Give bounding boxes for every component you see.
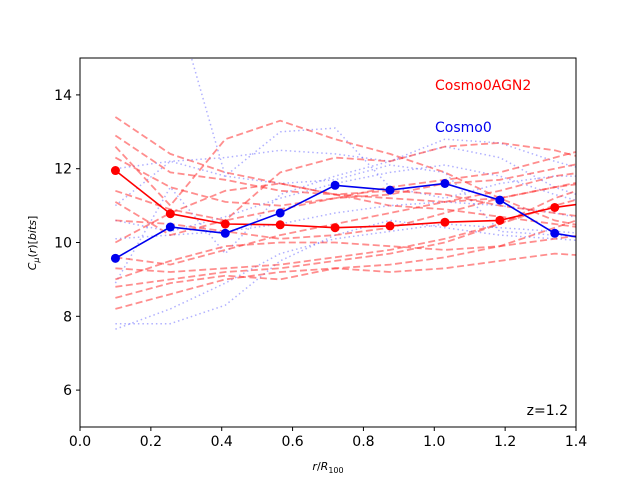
background-red-dashed-line	[114, 150, 576, 207]
main-series	[114, 169, 576, 260]
data-point-cosmo0agn2	[330, 223, 340, 233]
data-point-cosmo0agn2	[440, 217, 450, 227]
background-red-dashed-line	[114, 119, 576, 226]
x-tick-label: 0.8	[352, 434, 374, 450]
redshift-annotation: z=1.2	[527, 403, 568, 419]
background-red-dashed-line	[115, 252, 576, 310]
data-point-cosmo0agn2	[110, 166, 120, 176]
legend-label-cosmo0agn2: Cosmo0AGN2	[435, 78, 531, 94]
data-point-cosmo0agn2	[275, 220, 285, 230]
data-point-cosmo0	[385, 185, 395, 195]
background-blue-dotted-line	[115, 223, 576, 330]
data-point-cosmo0	[275, 208, 285, 218]
background-red-dashed-line	[115, 219, 576, 299]
background-red-dashed-line	[114, 134, 576, 203]
series-markers	[110, 166, 560, 263]
data-point-cosmo0	[165, 222, 175, 232]
y-tick-label: 8	[63, 309, 72, 325]
x-axis-label: r/R100	[312, 460, 343, 475]
x-tick-label: 1.2	[494, 434, 516, 450]
data-point-cosmo0	[220, 228, 230, 238]
x-tick-label: 0.4	[211, 434, 233, 450]
background-red-dashed-line	[115, 235, 576, 281]
background-red-dashed-line	[115, 163, 576, 222]
y-tick-label: 14	[54, 88, 72, 104]
background-red-dashed-line	[115, 190, 576, 273]
background-red-dashed-line	[115, 172, 576, 266]
background-blue-dotted-line	[114, 127, 576, 207]
y-axis: 6 8 10 12 14	[54, 88, 80, 399]
data-point-cosmo0	[330, 180, 340, 190]
y-axis-label: Cμ(r)[bits]	[26, 216, 41, 271]
data-point-cosmo0agn2	[550, 202, 560, 212]
data-point-cosmo0	[110, 253, 120, 263]
x-tick-label: 1.4	[565, 434, 587, 450]
x-tick-label: 1.0	[423, 434, 445, 450]
background-red-dashed-line	[114, 141, 576, 237]
data-point-cosmo0agn2	[495, 215, 505, 225]
data-point-cosmo0	[495, 195, 505, 205]
x-tick-label: 0.6	[281, 434, 303, 450]
x-tick-label: 0.2	[140, 434, 162, 450]
y-tick-label: 10	[54, 236, 72, 252]
series-line-cosmo0agn2	[114, 169, 576, 229]
data-point-cosmo0	[440, 178, 450, 188]
background-blue-dotted-line	[114, 138, 576, 284]
legend-label-cosmo0: Cosmo0	[435, 120, 492, 136]
x-axis: 0.0 0.2 0.4 0.6 0.8 1.0 1.2 1.4	[69, 427, 587, 450]
background-lines	[114, 58, 576, 330]
y-tick-label: 12	[54, 162, 72, 178]
series-line-cosmo0	[115, 182, 576, 260]
data-point-cosmo0agn2	[165, 209, 175, 219]
data-point-cosmo0	[550, 228, 560, 238]
data-point-cosmo0agn2	[220, 219, 230, 229]
background-blue-dotted-line	[115, 164, 576, 233]
x-tick-label: 0.0	[69, 434, 91, 450]
data-point-cosmo0agn2	[385, 221, 395, 231]
y-tick-label: 6	[63, 383, 72, 399]
